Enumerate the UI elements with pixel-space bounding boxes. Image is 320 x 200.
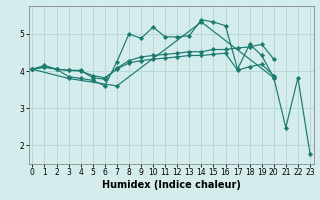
X-axis label: Humidex (Indice chaleur): Humidex (Indice chaleur) xyxy=(102,180,241,190)
